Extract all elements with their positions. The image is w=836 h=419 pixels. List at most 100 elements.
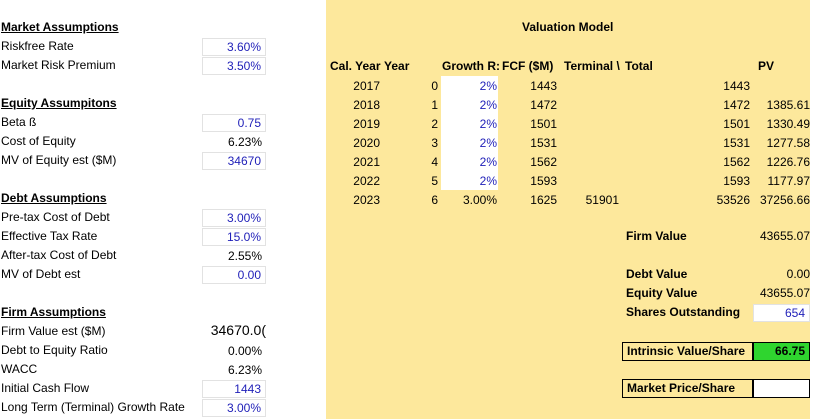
row-2018-growth[interactable]: 2% [479, 98, 497, 112]
row-2023-terminal[interactable]: 51901 [585, 193, 619, 207]
row-2021-total[interactable]: 1562 [723, 155, 750, 169]
row-2018-year[interactable]: 2018 [353, 98, 380, 112]
firm-assumptions-header: Firm Assumptions [1, 305, 106, 319]
col-header-year: Cal. Year [330, 59, 381, 73]
row-2017-idx[interactable]: 0 [431, 79, 438, 93]
equity-assumptions-header: Equity Assumpitons [1, 96, 117, 110]
firm-value-cell[interactable]: 43655.07 [759, 229, 810, 243]
row-2021-terminal[interactable] [564, 153, 619, 172]
equity-value-cell[interactable]: 43655.07 [759, 286, 810, 300]
beta-label: Beta ß [1, 115, 37, 129]
tax-rate-cell[interactable]: 15.0% [202, 228, 266, 246]
shares-cell[interactable]: 654 [753, 304, 810, 322]
row-2021-fcf[interactable]: 1562 [530, 155, 557, 169]
mrp-cell[interactable]: 3.50% [202, 57, 266, 75]
mv-equity-cell[interactable]: 34670 [202, 152, 266, 170]
row-2022-idx[interactable]: 5 [431, 174, 438, 188]
row-2023-total[interactable]: 53526 [716, 193, 750, 207]
market-price-label-box: Market Price/Share [622, 379, 753, 398]
row-2020-fcf[interactable]: 1531 [530, 136, 557, 150]
pretax-debt-cell[interactable]: 3.00% [202, 209, 266, 227]
riskfree-label: Riskfree Rate [1, 39, 74, 53]
intrinsic-value-cell[interactable]: 66.75 [753, 342, 810, 361]
mrp-label: Market Risk Premium [1, 58, 116, 72]
aftertax-debt-cell[interactable]: 2.55% [227, 249, 262, 263]
wacc-label: WACC [1, 362, 38, 376]
shares-label: Shares Outstanding [626, 305, 741, 319]
row-2022-pv[interactable]: 1177.97 [767, 174, 811, 188]
row-2018-fcf[interactable]: 1472 [530, 98, 557, 112]
row-2019-year[interactable]: 2019 [353, 117, 380, 131]
row-2018-idx[interactable]: 1 [431, 98, 438, 112]
col-header-fcf: FCF ($M) [502, 59, 554, 73]
row-2020-pv[interactable]: 1277.58 [766, 136, 810, 150]
row-2019-pv[interactable]: 1330.49 [766, 117, 810, 131]
row-2023-pv[interactable]: 37256.66 [759, 193, 810, 207]
row-2020-total[interactable]: 1531 [723, 136, 750, 150]
row-2017-growth[interactable]: 2% [479, 79, 497, 93]
row-2022-fcf[interactable]: 1593 [530, 174, 557, 188]
row-2023-idx[interactable]: 6 [431, 193, 438, 207]
initial-cf-cell[interactable]: 1443 [202, 380, 266, 398]
valuation-title: Valuation Model [522, 20, 614, 34]
row-2022-terminal[interactable] [564, 172, 619, 191]
row-2020-year[interactable]: 2020 [353, 136, 380, 150]
firm-value-est-cell[interactable]: 34670.0( [210, 322, 266, 338]
row-2019-growth[interactable]: 2% [479, 117, 497, 131]
coe-cell[interactable]: 6.23% [227, 135, 262, 149]
coe-label: Cost of Equity [1, 134, 76, 148]
intrinsic-label: Intrinsic Value/Share [627, 344, 746, 358]
intrinsic-label-box: Intrinsic Value/Share [622, 342, 753, 361]
row-2021-year[interactable]: 2021 [353, 155, 380, 169]
row-2018-pv[interactable]: 1385.61 [766, 98, 810, 112]
market-price-label: Market Price/Share [627, 381, 736, 395]
col-header-growth: Growth R: [442, 59, 500, 73]
growth-input-area [441, 76, 498, 190]
row-2017-pv[interactable] [750, 77, 810, 96]
row-2018-total[interactable]: 1472 [723, 98, 750, 112]
row-2019-terminal[interactable] [564, 115, 619, 134]
riskfree-cell[interactable]: 3.60% [202, 38, 266, 56]
market-price-cell[interactable] [753, 379, 810, 398]
row-2019-total[interactable]: 1501 [723, 117, 750, 131]
mv-equity-label: MV of Equity est ($M) [1, 153, 117, 167]
row-2023-fcf[interactable]: 1625 [530, 193, 557, 207]
terminal-growth-cell[interactable]: 3.00% [202, 399, 266, 417]
row-2022-growth[interactable]: 2% [479, 174, 497, 188]
row-2022-year[interactable]: 2022 [353, 174, 380, 188]
mv-debt-cell[interactable]: 0.00 [202, 266, 266, 284]
wacc-cell[interactable]: 6.23% [227, 363, 262, 377]
row-2020-idx[interactable]: 3 [431, 136, 438, 150]
col-header-pv: PV [758, 59, 775, 73]
tax-rate-label: Effective Tax Rate [1, 229, 98, 243]
row-2017-terminal[interactable] [564, 77, 619, 96]
row-2023-year[interactable]: 2023 [353, 193, 380, 207]
row-2019-idx[interactable]: 2 [431, 117, 438, 131]
col-header-idx: Year [384, 59, 410, 73]
row-2017-fcf[interactable]: 1443 [530, 79, 557, 93]
row-2021-idx[interactable]: 4 [431, 155, 438, 169]
row-2019-fcf[interactable]: 1501 [530, 117, 557, 131]
row-2021-growth[interactable]: 2% [479, 155, 497, 169]
equity-value-label: Equity Value [626, 286, 698, 300]
market-assumptions-header: Market Assumptions [1, 20, 119, 34]
firm-value-label: Firm Value [626, 229, 687, 243]
aftertax-debt-label: After-tax Cost of Debt [1, 248, 117, 262]
col-header-terminal: Terminal \ [564, 59, 620, 73]
row-2017-total[interactable]: 1443 [723, 79, 750, 93]
row-2021-pv[interactable]: 1226.76 [766, 155, 810, 169]
row-2018-terminal[interactable] [564, 96, 619, 115]
terminal-growth-label: Long Term (Terminal) Growth Rate [1, 400, 185, 414]
debt-assumptions-header: Debt Assumptions [1, 191, 107, 205]
beta-cell[interactable]: 0.75 [202, 114, 266, 132]
row-2017-year[interactable]: 2017 [353, 79, 380, 93]
de-ratio-label: Debt to Equity Ratio [1, 343, 108, 357]
row-2022-total[interactable]: 1593 [723, 174, 750, 188]
row-2023-growth[interactable]: 3.00% [462, 193, 497, 207]
debt-value-label: Debt Value [626, 267, 688, 281]
row-2020-terminal[interactable] [564, 134, 619, 153]
row-2020-growth[interactable]: 2% [479, 136, 497, 150]
debt-value-cell[interactable]: 0.00 [786, 267, 810, 281]
de-ratio-cell[interactable]: 0.00% [227, 344, 262, 358]
